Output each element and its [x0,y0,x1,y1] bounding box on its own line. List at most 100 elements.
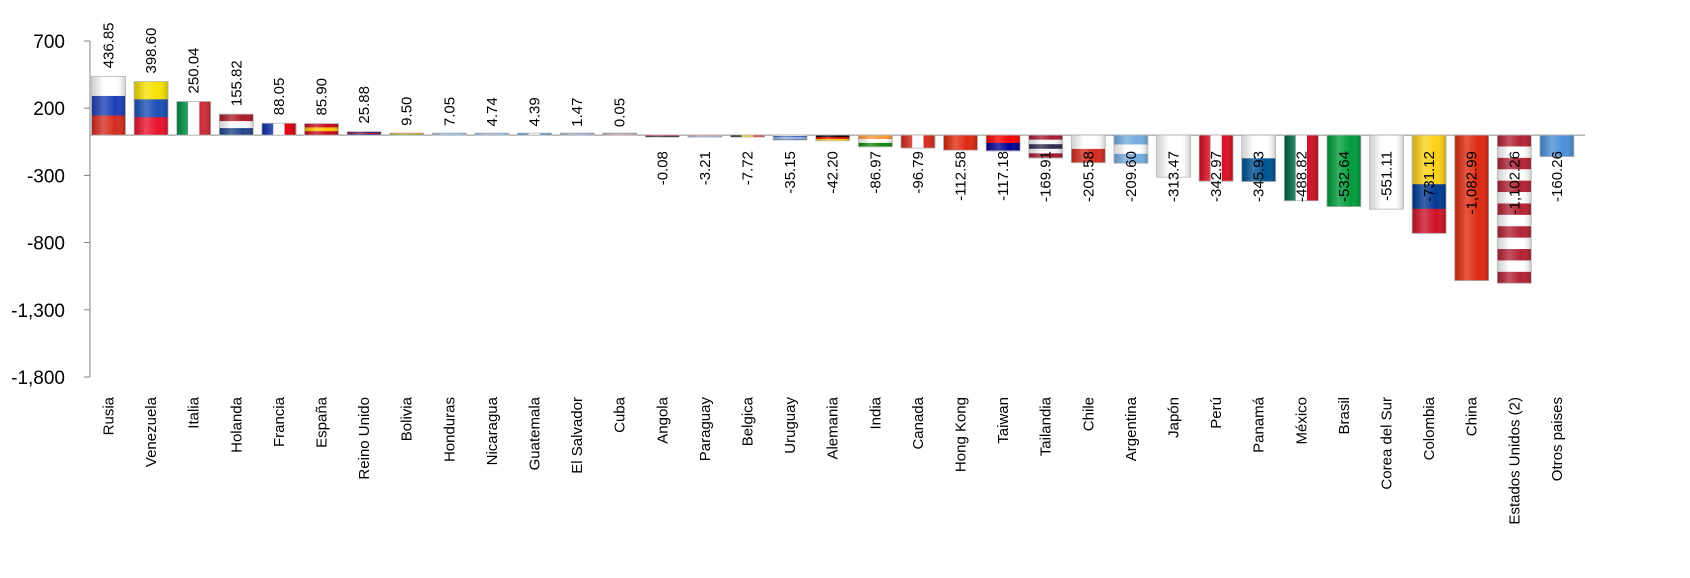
bar [261,122,297,136]
bar [133,81,169,136]
x-tick-label: Hong Kong [953,397,970,472]
data-label: 25.88 [356,86,373,124]
bar [304,123,339,136]
data-label: 436.85 [101,22,118,68]
data-label: -1,082.99 [1464,151,1481,214]
bar [517,132,552,136]
data-label: -731.12 [1421,151,1438,202]
bar [474,132,510,136]
data-label: -488.82 [1293,151,1310,202]
bar [1454,134,1490,282]
bar [91,75,126,136]
data-label: -532.64 [1336,151,1353,202]
bar [1283,134,1319,202]
bar [772,134,808,141]
x-tick-label: Estados Unidos (2) [1506,397,1523,525]
data-label: 4.39 [527,97,544,126]
data-label: -7.72 [740,151,757,185]
data-label: -3.21 [697,151,714,185]
bar [1241,134,1277,182]
data-label: -313.47 [1166,151,1183,202]
bar [346,131,382,136]
data-label: 85.90 [314,78,331,116]
x-tick-label: Guatemala [527,396,544,470]
x-tick-label: Italia [186,396,203,428]
y-tick-label: -300 [27,166,65,187]
x-tick-label: Alemania [825,396,842,459]
x-tick-label: Paraguay [697,397,714,462]
x-tick-label: Belgica [740,396,757,446]
bar [559,132,595,136]
x-tick-label: Chile [1080,397,1097,431]
data-label: -551.11 [1379,151,1396,201]
x-tick-label: China [1464,396,1481,436]
bar [985,134,1021,152]
x-tick-label: El Salvador [569,397,586,474]
data-label: -345.93 [1251,151,1268,202]
data-label: -35.15 [782,151,799,194]
x-tick-label: Francia [271,396,288,447]
y-tick-label: 700 [33,32,65,53]
x-tick-label: Bolivia [399,396,416,441]
x-tick-label: Argentina [1123,396,1140,461]
x-tick-label: Colombia [1421,396,1438,460]
x-tick-label: Corea del Sur [1379,397,1396,490]
bar [900,134,936,149]
bar [1070,134,1106,164]
x-tick-label: Canada [910,396,927,449]
bar [1539,134,1575,158]
bar [687,134,723,138]
bar [431,132,467,136]
x-tick-label: Uruguay [782,397,799,454]
x-tick-label: Japón [1166,397,1183,438]
x-tick-label: Venezuela [143,396,160,467]
data-label: -42.20 [825,151,842,194]
bar [1326,134,1362,208]
x-tick-label: Cuba [612,396,629,433]
data-label: -0.08 [654,151,671,185]
data-label: -86.97 [867,151,884,194]
data-label: 250.04 [186,48,203,94]
x-tick-label: México [1293,397,1310,445]
x-tick-label: India [867,396,884,429]
x-tick-label: Honduras [441,397,458,462]
bar [943,134,978,151]
bar [857,134,893,148]
data-label: 1.47 [569,98,586,127]
bar [1198,134,1234,182]
bar [730,134,765,138]
bar [1113,134,1149,164]
y-tick-label: 200 [33,99,65,120]
data-label: 398.60 [143,28,160,74]
x-tick-label: Otros paises [1549,397,1566,481]
bar [1156,134,1191,178]
bar [815,134,851,142]
bar [389,132,425,136]
y-tick-label: -1,300 [11,301,65,322]
data-label: -96.79 [910,151,927,194]
data-label: 0.05 [612,98,629,127]
bar [602,132,638,136]
x-tick-label: Brasil [1336,397,1353,435]
x-tick-label: Angola [654,396,671,443]
data-label: -117.18 [995,151,1012,201]
data-label: -342.97 [1208,151,1225,202]
x-tick-label: Nicaragua [484,396,501,465]
data-label: -205.58 [1080,151,1097,202]
bar [176,101,212,136]
data-label: 7.05 [441,97,458,126]
data-label: -169.91 [1038,151,1055,202]
x-tick-label: Reino Unido [356,397,373,480]
x-tick-label: Panamá [1251,396,1268,453]
x-tick-label: España [314,396,331,448]
data-label: 88.05 [271,78,288,116]
data-label: -160.26 [1549,151,1566,202]
data-label: 4.74 [484,97,501,126]
bar [1411,134,1447,234]
x-tick-label: Rusia [101,396,118,435]
bar [218,113,254,136]
data-label: -209.60 [1123,151,1140,202]
bar [1369,134,1404,210]
data-label: -1,102.26 [1506,151,1523,214]
y-tick-label: -1,800 [11,368,65,389]
